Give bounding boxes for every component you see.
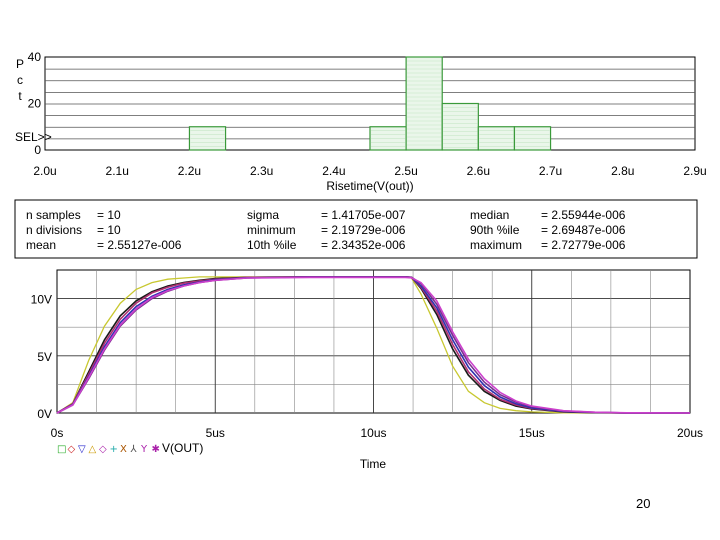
legend-marker-icon: △ [89,444,97,455]
histogram-bar [513,126,552,151]
histogram-y-tick-label: 0 [34,143,41,157]
waveform-series [56,276,691,414]
waveform-x-ticks: 0s 5us 10us 15us 20us [51,426,703,440]
statistics-rows: n samples = 10 sigma = 1.41705e-007 median = … [26,208,626,252]
histogram-bar [477,126,516,151]
waveform-y-tick-label: 10V [31,293,52,307]
histogram-x-tick-label: 2.8u [611,164,634,178]
histogram-bar [188,126,227,151]
stat-value: = 10 [97,208,121,222]
stat-value: = 2.69487e-006 [541,223,626,237]
stat-value: = 2.55127e-006 [97,238,182,252]
histogram-x-tick-label: 2.9u [683,164,706,178]
stat-value: = 1.41705e-007 [321,208,406,222]
statistics-panel: n samples = 10 sigma = 1.41705e-007 median = … [14,199,698,259]
legend-label: V(OUT) [162,441,203,455]
waveform-x-tick-label: 0s [51,426,64,440]
waveform-x-tick-label: 5us [206,426,225,440]
stat-value: = 10 [97,223,121,237]
histogram-bar [441,102,479,151]
legend-marker-icon: ◇ [68,444,76,455]
histogram-x-tick-label: 2.4u [322,164,345,178]
histogram-x-tick-label: 2.3u [250,164,273,178]
histogram-x-tick-label: 2.5u [394,164,417,178]
histogram-x-tick-label: 2.0u [33,164,56,178]
waveform-x-tick-label: 20us [677,426,703,440]
waveform-grid [57,270,690,413]
histogram-bar [369,126,407,151]
histogram-x-axis-label: Risetime(V(out)) [326,179,413,193]
stat-value: = 2.34352e-006 [321,238,406,252]
waveform-x-axis-label: Time [360,457,387,471]
waveform-y-tick-label: 0V [37,407,52,421]
stat-value: = 2.19729e-006 [321,223,406,237]
histogram-bars [188,56,552,151]
legend-marker-icon: ⅄ [131,444,138,455]
histogram-y-tick-label: 40 [28,50,42,64]
legend-marker-icon: X [120,444,127,455]
histogram-grid [45,68,695,140]
legend-marker-icon: ▽ [78,444,86,455]
page-number: 20 [636,496,651,511]
stat-label: median [470,208,509,222]
legend-marker-icon: + [110,444,118,455]
histogram-y-tick-label: 20 [28,97,42,111]
waveform-legend: V(OUT) □ ◇ ▽ △ ◇ + X ⅄ Y ✱ [57,441,203,455]
histogram-x-ticks: 2.0u 2.1u 2.2u 2.3u 2.4u 2.5u 2.6u 2.7u 2.8u 2.9u [33,164,706,178]
histogram-x-tick-label: 2.1u [106,164,129,178]
legend-marker-icon: ◇ [99,444,107,455]
waveform-x-tick-label: 10us [360,426,386,440]
stat-label: 10th %ile [247,238,297,252]
histogram-x-tick-label: 2.7u [539,164,562,178]
waveform-y-ticks: 10V 5V 0V [31,293,52,421]
stat-label: n divisions [26,223,82,237]
waveform-y-tick-label: 5V [37,350,52,364]
histogram-x-tick-label: 2.6u [467,164,490,178]
legend-marker-icon: □ [57,444,66,455]
statistics-box [14,199,698,259]
histogram-x-tick-label: 2.2u [178,164,201,178]
stat-value: = 2.55944e-006 [541,208,626,222]
histogram-bar [405,56,443,151]
stat-value: = 2.72779e-006 [541,238,626,252]
waveform-line [56,276,691,414]
waveform-x-tick-label: 15us [519,426,545,440]
stat-label: maximum [470,238,522,252]
stat-label: mean [26,238,56,252]
legend-marker-icon: Y [140,444,148,455]
stat-label: minimum [247,223,296,237]
legend-marker-icon: ✱ [152,444,160,455]
stat-label: 90th %ile [470,223,520,237]
stat-label: n samples [26,208,81,222]
histogram-y-ticks: 40 20 0 [28,50,42,157]
stat-label: sigma [247,208,279,222]
sel-label[interactable]: SEL>> [15,130,52,144]
